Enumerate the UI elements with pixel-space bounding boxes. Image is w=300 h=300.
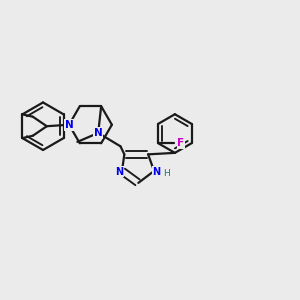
Text: N: N bbox=[94, 128, 103, 138]
Text: N: N bbox=[65, 120, 74, 130]
Text: H: H bbox=[163, 169, 170, 178]
Text: F: F bbox=[178, 138, 184, 148]
Text: N: N bbox=[152, 167, 160, 177]
Text: N: N bbox=[116, 167, 124, 177]
